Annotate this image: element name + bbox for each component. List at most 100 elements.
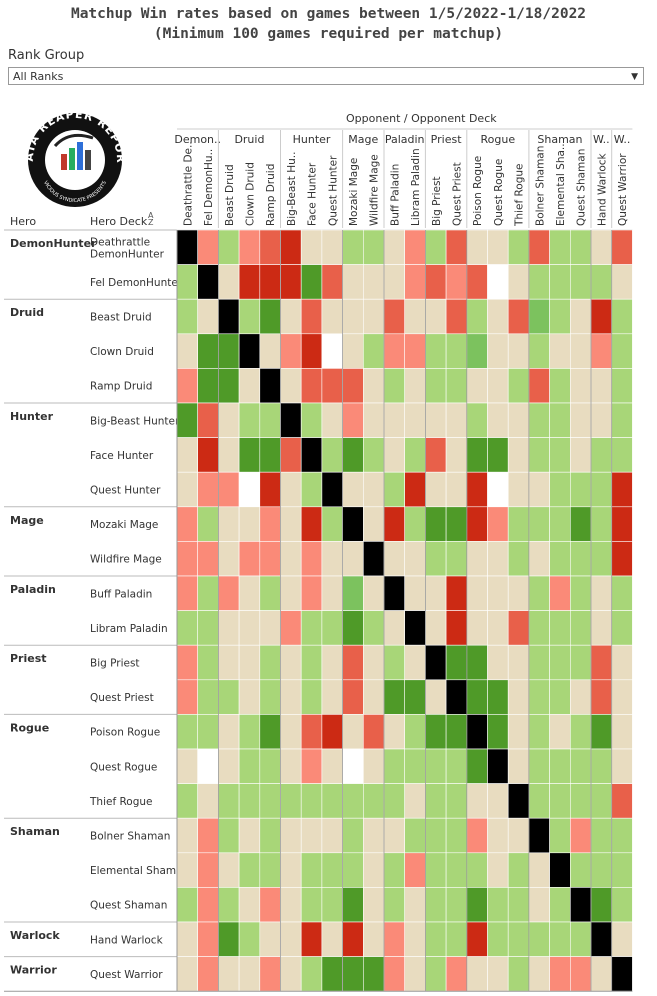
heatmap-cell[interactable]	[425, 541, 447, 577]
heatmap-cell[interactable]	[176, 644, 199, 681]
heatmap-cell[interactable]	[218, 402, 240, 438]
heatmap-cell[interactable]	[611, 956, 633, 992]
heatmap-cell[interactable]	[569, 368, 592, 404]
heatmap-cell[interactable]	[342, 437, 364, 473]
heatmap-cell[interactable]	[321, 852, 343, 888]
heatmap-cell[interactable]	[569, 437, 592, 473]
heatmap-cell[interactable]	[383, 610, 406, 646]
heatmap-cell[interactable]	[362, 368, 385, 404]
heatmap-cell[interactable]	[280, 575, 302, 611]
heatmap-cell[interactable]	[197, 956, 219, 992]
heatmap-cell[interactable]	[466, 506, 488, 542]
heatmap-cell[interactable]	[342, 264, 364, 300]
heatmap-cell[interactable]	[549, 644, 571, 681]
heatmap-cell[interactable]	[300, 333, 323, 369]
heatmap-cell[interactable]	[238, 921, 261, 957]
heatmap-cell[interactable]	[404, 437, 426, 473]
heatmap-cell[interactable]	[590, 644, 613, 681]
heatmap-cell[interactable]	[383, 229, 406, 265]
heatmap-cell[interactable]	[487, 437, 509, 473]
heatmap-cell[interactable]	[528, 748, 550, 784]
heatmap-cell[interactable]	[218, 679, 240, 715]
heatmap-cell[interactable]	[466, 541, 488, 577]
heatmap-cell[interactable]	[549, 748, 571, 784]
heatmap-cell[interactable]	[342, 229, 364, 265]
heatmap-cell[interactable]	[528, 333, 550, 369]
heatmap-cell[interactable]	[218, 644, 240, 681]
heatmap-cell[interactable]	[569, 333, 592, 369]
heatmap-cell[interactable]	[362, 887, 385, 923]
heatmap-cell[interactable]	[549, 437, 571, 473]
heatmap-cell[interactable]	[321, 887, 343, 923]
heatmap-cell[interactable]	[528, 679, 550, 715]
heatmap-cell[interactable]	[425, 887, 447, 923]
heatmap-cell[interactable]	[445, 506, 468, 542]
heatmap-cell[interactable]	[611, 333, 633, 369]
heatmap-cell[interactable]	[528, 471, 550, 508]
heatmap-cell[interactable]	[383, 506, 406, 542]
heatmap-cell[interactable]	[362, 714, 385, 750]
heatmap-cell[interactable]	[569, 471, 592, 508]
heatmap-cell[interactable]	[197, 437, 219, 473]
heatmap-cell[interactable]	[445, 298, 468, 335]
heatmap-cell[interactable]	[590, 748, 613, 784]
heatmap-cell[interactable]	[383, 817, 406, 854]
heatmap-cell[interactable]	[466, 956, 488, 992]
heatmap-cell[interactable]	[487, 783, 509, 819]
heatmap-cell[interactable]	[238, 887, 261, 923]
heatmap-cell[interactable]	[176, 298, 199, 335]
heatmap-cell[interactable]	[528, 887, 550, 923]
heatmap-cell[interactable]	[176, 817, 199, 854]
heatmap-cell[interactable]	[383, 471, 406, 508]
heatmap-cell[interactable]	[259, 575, 281, 611]
heatmap-cell[interactable]	[321, 333, 343, 369]
heatmap-cell[interactable]	[342, 368, 364, 404]
heatmap-cell[interactable]	[259, 298, 281, 335]
heatmap-cell[interactable]	[487, 229, 509, 265]
heatmap-cell[interactable]	[528, 956, 550, 992]
heatmap-cell[interactable]	[321, 229, 343, 265]
heatmap-cell[interactable]	[321, 437, 343, 473]
heatmap-cell[interactable]	[218, 298, 240, 335]
heatmap-cell[interactable]	[507, 783, 530, 819]
heatmap-cell[interactable]	[259, 956, 281, 992]
heatmap-cell[interactable]	[445, 368, 468, 404]
heatmap-cell[interactable]	[445, 575, 468, 611]
heatmap-cell[interactable]	[362, 852, 385, 888]
heatmap-cell[interactable]	[445, 471, 468, 508]
heatmap-cell[interactable]	[259, 887, 281, 923]
heatmap-cell[interactable]	[404, 575, 426, 611]
heatmap-cell[interactable]	[300, 817, 323, 854]
heatmap-cell[interactable]	[321, 644, 343, 681]
heatmap-cell[interactable]	[487, 714, 509, 750]
heatmap-cell[interactable]	[466, 437, 488, 473]
heatmap-cell[interactable]	[383, 714, 406, 750]
heatmap-cell[interactable]	[425, 402, 447, 438]
heatmap-cell[interactable]	[425, 368, 447, 404]
heatmap-cell[interactable]	[549, 298, 571, 335]
heatmap-cell[interactable]	[383, 368, 406, 404]
heatmap-cell[interactable]	[590, 610, 613, 646]
heatmap-cell[interactable]	[466, 852, 488, 888]
heatmap-cell[interactable]	[362, 298, 385, 335]
heatmap-cell[interactable]	[590, 229, 613, 265]
heatmap-cell[interactable]	[280, 610, 302, 646]
heatmap-cell[interactable]	[280, 714, 302, 750]
heatmap-cell[interactable]	[404, 264, 426, 300]
heatmap-cell[interactable]	[590, 471, 613, 508]
heatmap-cell[interactable]	[218, 229, 240, 265]
heatmap-cell[interactable]	[487, 264, 509, 300]
heatmap-cell[interactable]	[590, 264, 613, 300]
heatmap-cell[interactable]	[466, 298, 488, 335]
heatmap-cell[interactable]	[176, 575, 199, 611]
heatmap-cell[interactable]	[466, 471, 488, 508]
heatmap-cell[interactable]	[445, 852, 468, 888]
heatmap-cell[interactable]	[549, 575, 571, 611]
heatmap-cell[interactable]	[425, 229, 447, 265]
rank-group-select[interactable]: All Ranks ▼	[8, 67, 644, 85]
heatmap-cell[interactable]	[425, 783, 447, 819]
heatmap-cell[interactable]	[528, 264, 550, 300]
heatmap-cell[interactable]	[280, 956, 302, 992]
heatmap-cell[interactable]	[611, 575, 633, 611]
heatmap-cell[interactable]	[528, 644, 550, 681]
